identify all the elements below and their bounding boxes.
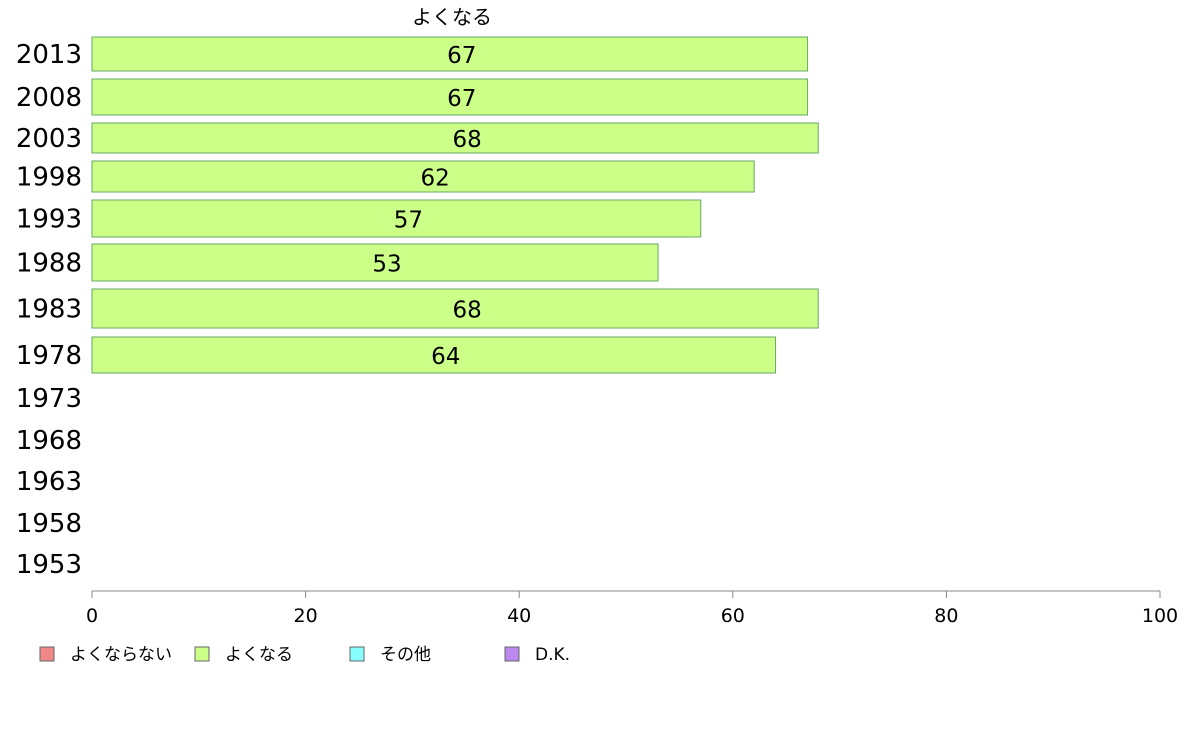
legend: よくならない よくなる その他 D.K. bbox=[39, 645, 570, 665]
year-label: 2008 bbox=[16, 83, 82, 113]
x-tick-label: 0 bbox=[86, 605, 98, 627]
bar bbox=[91, 199, 702, 238]
year-label: 1953 bbox=[16, 550, 82, 580]
x-tick-label: 60 bbox=[721, 605, 745, 627]
bar-value-label: 68 bbox=[452, 127, 481, 153]
bar bbox=[91, 122, 819, 154]
year-label: 1963 bbox=[16, 467, 82, 497]
legend-label: その他 bbox=[380, 645, 431, 665]
year-label: 1983 bbox=[16, 295, 82, 325]
legend-label: よくなる bbox=[225, 645, 293, 665]
year-label: 1998 bbox=[16, 163, 82, 193]
year-label: 1993 bbox=[16, 205, 82, 235]
bar-value-label: 68 bbox=[452, 298, 481, 324]
legend-swatch bbox=[504, 646, 520, 662]
x-tick-label: 20 bbox=[294, 605, 318, 627]
bar-value-label: 67 bbox=[447, 43, 476, 69]
year-label: 1978 bbox=[16, 341, 82, 371]
x-axis: 0 20 40 60 80 100 bbox=[86, 590, 1178, 627]
legend-swatch bbox=[194, 646, 210, 662]
bar-value-label: 67 bbox=[447, 86, 476, 112]
bar bbox=[91, 160, 755, 193]
year-labels-group: 2013 2008 2003 1998 1993 1988 1983 1978 1973 1968… bbox=[16, 40, 82, 580]
bar bbox=[91, 243, 659, 282]
year-label: 1988 bbox=[16, 249, 82, 279]
legend-label: よくならない bbox=[70, 645, 172, 665]
year-label: 1968 bbox=[16, 426, 82, 456]
bar bbox=[91, 288, 819, 329]
bar-value-label: 62 bbox=[420, 166, 449, 192]
year-label: 1973 bbox=[16, 384, 82, 414]
x-tick-label: 100 bbox=[1142, 605, 1178, 627]
bar-value-label: 53 bbox=[372, 252, 401, 278]
bar bbox=[91, 78, 809, 116]
bar-value-label: 57 bbox=[394, 208, 423, 234]
year-label: 2003 bbox=[16, 124, 82, 154]
legend-swatch bbox=[349, 646, 365, 662]
bar-value-label: 64 bbox=[431, 344, 460, 370]
x-tick-label: 40 bbox=[507, 605, 531, 627]
year-label: 1958 bbox=[16, 509, 82, 539]
year-label: 2013 bbox=[16, 40, 82, 70]
legend-label: D.K. bbox=[535, 645, 570, 665]
series-title: よくなる bbox=[412, 5, 492, 29]
bar bbox=[91, 336, 777, 374]
x-tick-label: 80 bbox=[934, 605, 958, 627]
bar bbox=[91, 36, 809, 72]
legend-swatch bbox=[39, 646, 55, 662]
